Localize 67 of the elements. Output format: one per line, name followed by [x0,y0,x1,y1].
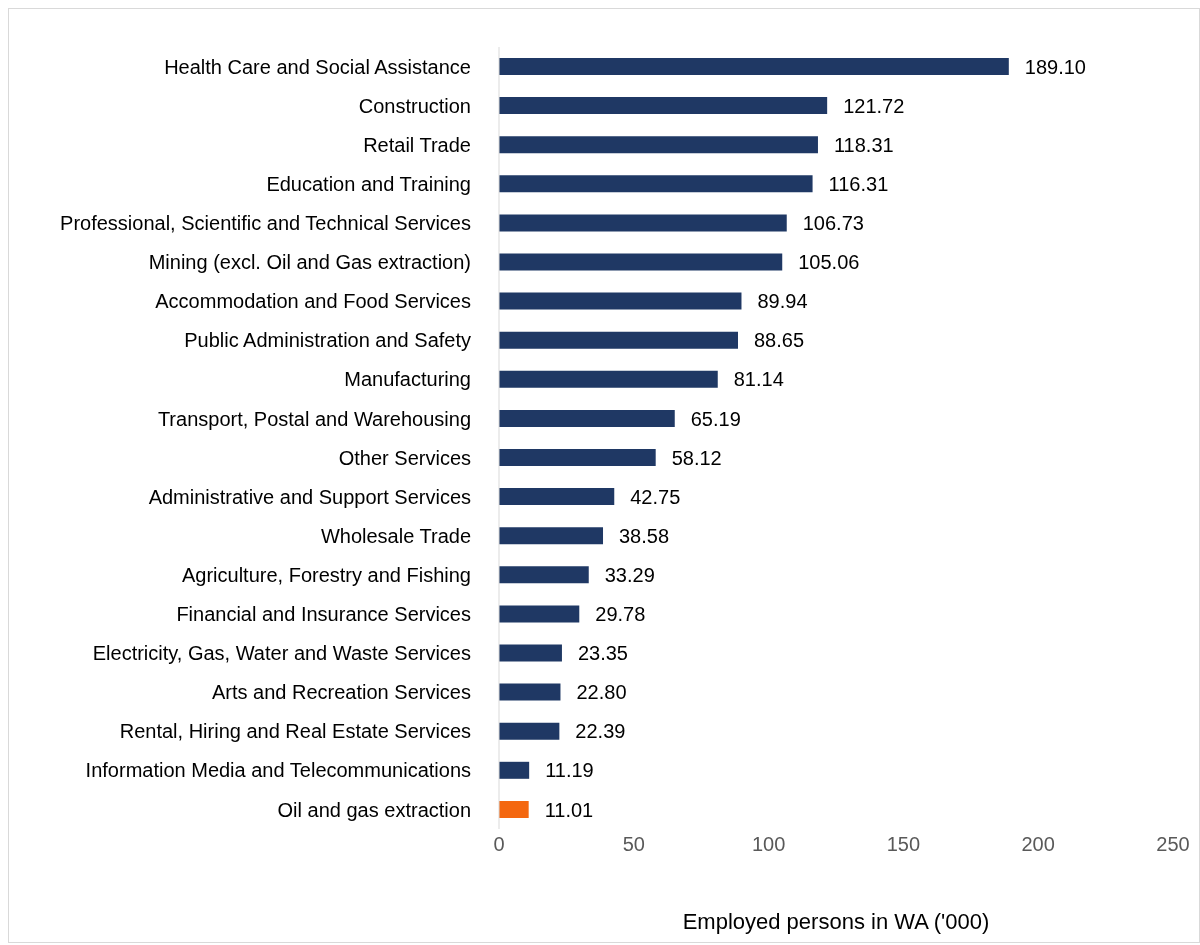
y-tick-label: Transport, Postal and Warehousing [157,407,471,430]
data-label: 58.12 [671,446,722,469]
bar [499,488,615,506]
y-tick-label: Accommodation and Food Services [155,290,471,313]
y-tick-label: Administrative and Support Services [148,485,471,508]
y-tick-label: Health Care and Social Assistance [164,55,471,78]
data-label: 38.58 [619,524,670,547]
x-tick-label: 100 [751,833,786,856]
bar [499,800,529,818]
data-label: 11.01 [544,798,594,821]
data-label: 22.39 [575,720,626,743]
x-tick-label: 250 [1156,833,1190,856]
bar [499,644,562,662]
x-axis-title: Employed persons in WA ('000) [682,909,990,934]
x-tick-label: 50 [622,833,645,856]
bar [499,722,560,740]
bar [499,409,675,427]
data-label: 105.06 [798,251,860,274]
bar [499,292,742,310]
bar [499,370,718,388]
y-tick-label: Education and Training [266,172,471,195]
y-tick-label: Electricity, Gas, Water and Waste Services [92,642,471,665]
y-tick-label: Arts and Recreation Services [211,681,471,704]
bar [499,97,828,115]
bar [499,253,783,271]
x-tick-label: 0 [493,833,505,856]
bar [499,605,580,623]
bar [499,449,656,466]
bar [499,527,604,545]
bar [499,331,738,349]
data-label: 42.75 [630,485,681,508]
data-label: 106.73 [802,212,864,234]
y-tick-label: Professional, Scientific and Technical Services [60,212,471,235]
y-tick-label: Mining (excl. Oil and Gas extraction) [148,251,471,274]
data-label: 116.31 [828,172,889,195]
data-label: 89.94 [757,290,808,313]
bar [499,58,1009,75]
x-tick-label: 150 [886,833,921,856]
y-tick-label: Rental, Hiring and Real Estate Services [119,720,471,743]
bar [499,566,589,584]
bar [499,214,787,232]
bar [499,175,813,193]
data-label: 23.35 [577,642,629,665]
data-label: 121.72 [843,94,905,117]
y-tick-label: Manufacturing [344,368,471,391]
bar [499,683,561,701]
bar [499,761,530,779]
y-tick-label: Oil and gas extraction [277,798,471,821]
data-label: 81.14 [733,368,784,391]
x-tick-label: 200 [1021,833,1055,856]
data-label: 29.78 [595,603,646,625]
y-tick-label: Information Media and Telecommunications [85,759,471,782]
data-label: 22.80 [576,681,627,704]
y-tick-label: Other Services [338,446,471,469]
y-tick-label: Agriculture, Forestry and Fishing [181,563,471,586]
y-tick-label: Construction [358,94,471,117]
data-label: 65.19 [690,407,741,430]
y-tick-label: Retail Trade [363,133,471,156]
y-tick-label: Wholesale Trade [320,524,471,547]
data-label: 88.65 [754,329,805,352]
bar [499,136,818,154]
data-label: 189.10 [1024,55,1086,78]
data-label: 11.19 [545,759,594,782]
y-tick-label: Financial and Insurance Services [176,603,471,626]
y-tick-label: Public Administration and Safety [184,329,471,352]
data-label: 118.31 [833,133,894,156]
data-label: 33.29 [604,563,655,586]
